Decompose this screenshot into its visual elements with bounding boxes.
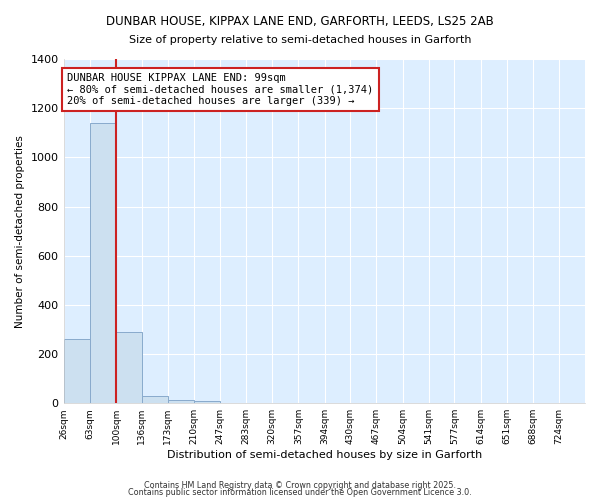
X-axis label: Distribution of semi-detached houses by size in Garforth: Distribution of semi-detached houses by … [167,450,482,460]
Text: Size of property relative to semi-detached houses in Garforth: Size of property relative to semi-detach… [129,35,471,45]
Text: DUNBAR HOUSE KIPPAX LANE END: 99sqm
← 80% of semi-detached houses are smaller (1: DUNBAR HOUSE KIPPAX LANE END: 99sqm ← 80… [67,73,373,106]
Y-axis label: Number of semi-detached properties: Number of semi-detached properties [15,134,25,328]
Bar [168,400,194,403]
Text: Contains public sector information licensed under the Open Government Licence 3.: Contains public sector information licen… [128,488,472,497]
Bar [142,396,168,403]
Bar [64,339,90,403]
Bar [116,332,142,403]
Text: DUNBAR HOUSE, KIPPAX LANE END, GARFORTH, LEEDS, LS25 2AB: DUNBAR HOUSE, KIPPAX LANE END, GARFORTH,… [106,15,494,28]
Bar [194,400,220,403]
Bar [90,123,116,403]
Text: Contains HM Land Registry data © Crown copyright and database right 2025.: Contains HM Land Registry data © Crown c… [144,480,456,490]
